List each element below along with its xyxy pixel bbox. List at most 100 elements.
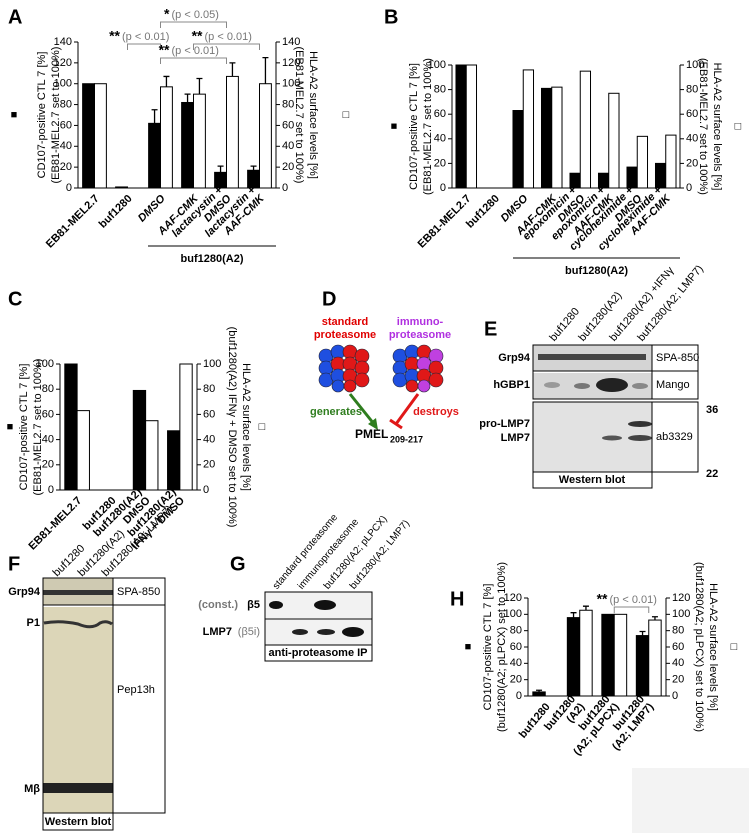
product-subscript: 209-217	[390, 434, 423, 444]
error-bar	[639, 630, 646, 636]
group-label: buf1280(A2)	[565, 265, 628, 277]
bar	[193, 93, 206, 189]
y-tick-label: 40	[42, 434, 54, 446]
bar	[167, 430, 181, 491]
blot	[42, 577, 166, 831]
y-tick-label: 0	[66, 182, 72, 194]
y-tick-label: 120	[54, 57, 72, 69]
significance-bracket	[160, 21, 227, 28]
bar	[181, 101, 194, 189]
y-tick-label: 40	[434, 133, 446, 145]
error-bar	[536, 689, 543, 692]
error-bar	[582, 605, 589, 611]
row-label: P1	[27, 617, 40, 629]
y-tick-label: 20	[42, 459, 54, 471]
y-tick-label: 60	[510, 641, 522, 653]
y2-tick-label: 140	[282, 36, 300, 48]
category-label: EB81-MEL2.7	[27, 495, 85, 553]
bar	[132, 389, 147, 491]
row-label: hGBP1	[493, 379, 530, 391]
bar	[648, 619, 662, 697]
bar	[455, 64, 467, 189]
y2-tick-label: 80	[672, 625, 684, 637]
y2-tick-label: 60	[203, 408, 215, 420]
bar	[94, 83, 107, 189]
bar	[115, 186, 129, 189]
y-tick-label: 140	[54, 36, 72, 48]
antibody-label: SPA-850	[117, 586, 160, 598]
y2-tick-label: 80	[282, 98, 294, 110]
y-tick-label: 0	[516, 690, 522, 702]
significance-stars: **	[192, 28, 203, 44]
row-label: LMP7	[203, 626, 232, 638]
y2-tick-label: 40	[686, 133, 698, 145]
product-label: PMEL	[355, 427, 388, 441]
bar	[532, 691, 546, 697]
y2-axis-label: (buf1280(A2; pLPCX) set to 100%)	[693, 562, 705, 732]
y-tick-label: 60	[60, 119, 72, 131]
axis	[451, 65, 681, 189]
blot-footer: Western blot	[45, 816, 112, 828]
y-tick-label: 40	[60, 140, 72, 152]
row-label: Grp94	[8, 586, 41, 598]
y-tick-label: 100	[504, 608, 522, 620]
y-axis-label: (buf1280(A2; pLPCX) set to 100%)	[496, 562, 508, 732]
y-tick-label: 100	[36, 358, 54, 370]
error-bar	[570, 612, 577, 618]
bar	[512, 110, 524, 189]
y2-tick-label: 80	[686, 84, 698, 96]
y2-tick-label: 20	[686, 157, 698, 169]
y-tick-label: 80	[510, 625, 522, 637]
y-tick-label: 20	[434, 157, 446, 169]
significance-text: (p < 0.01)	[122, 31, 169, 43]
bar	[82, 83, 96, 189]
error-bar	[262, 56, 269, 84]
bar	[608, 92, 620, 189]
category-label: buf1280(A2)	[542, 693, 587, 733]
error-bar	[229, 62, 236, 77]
bar	[654, 162, 667, 189]
y2-tick-label: 0	[672, 690, 678, 702]
y-tick-label: 0	[440, 182, 446, 194]
row-label: (const.)	[198, 599, 238, 611]
blot	[532, 344, 699, 489]
bar	[259, 83, 272, 189]
bar	[145, 420, 159, 491]
y2-tick-label: 80	[203, 383, 215, 395]
significance-text: (p < 0.05)	[172, 9, 219, 21]
row-label: Mβ	[24, 783, 40, 795]
blot	[264, 591, 373, 662]
y-tick-label: 40	[510, 657, 522, 669]
y-axis-symbol: ■	[391, 120, 398, 132]
significance-bracket	[160, 57, 227, 64]
bar	[179, 363, 193, 491]
error-bar	[651, 616, 658, 621]
category-label: buf1280	[97, 193, 135, 231]
y2-tick-label: 120	[672, 592, 690, 604]
y2-axis-label: HLA-A2 surface levels [%]	[711, 63, 723, 191]
y2-axis-label: HLA-A2 surface levels [%]	[707, 583, 719, 711]
category-label: EB81-MEL2.7	[44, 193, 102, 251]
panel-label: G	[230, 553, 246, 575]
x-tick-label: EB81-MEL2.7	[44, 193, 102, 251]
panel-label: H	[450, 588, 464, 610]
y-tick-label: 0	[48, 484, 54, 496]
panel-label: C	[8, 288, 22, 310]
y-axis-label: (EB81-MEL2.7 set to 100%)	[422, 58, 434, 195]
standard-label: proteasome	[314, 329, 376, 341]
panel-label: A	[8, 6, 22, 28]
y-tick-label: 100	[54, 78, 72, 90]
immunoproteasome-icon	[392, 344, 444, 393]
y-tick-label: 60	[434, 108, 446, 120]
error-bar	[217, 165, 224, 173]
y-tick-label: 80	[434, 84, 446, 96]
antibody-label: SPA-850	[656, 352, 699, 364]
y2-tick-label: 60	[672, 641, 684, 653]
y2-tick-label: 120	[282, 57, 300, 69]
y-axis-symbol: ■	[465, 641, 472, 653]
antibody-label: ab3329	[656, 431, 693, 443]
significance-stars: *	[164, 6, 170, 22]
y2-axis-symbol: □	[343, 109, 350, 121]
y-tick-label: 20	[60, 161, 72, 173]
